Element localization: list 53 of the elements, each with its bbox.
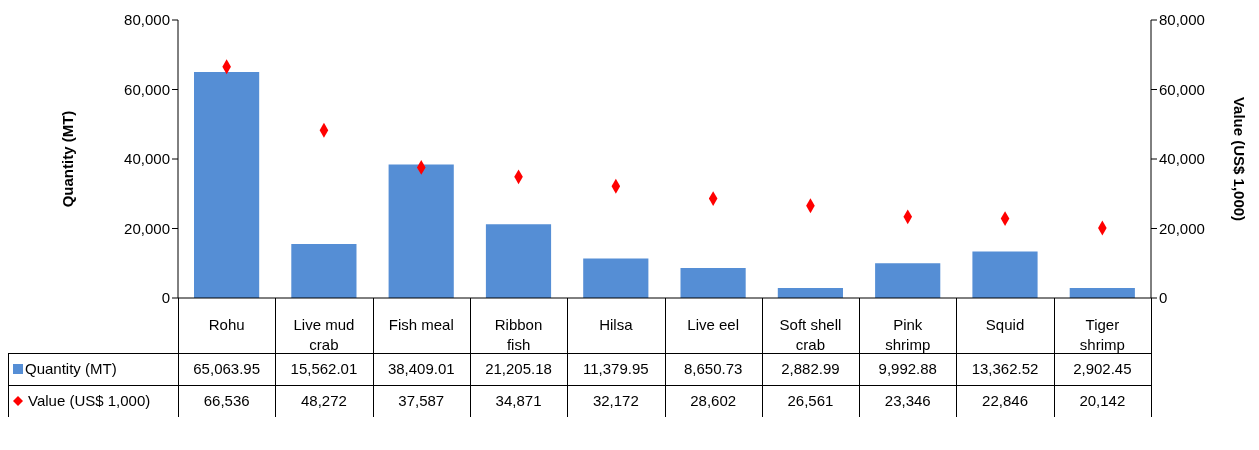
y-tick-label: 40,000 bbox=[124, 150, 170, 168]
y2-tick-label: 60,000 bbox=[1159, 80, 1205, 98]
bar bbox=[680, 267, 746, 298]
data-label: 23,346 bbox=[883, 392, 932, 409]
x-tick-label: Live mud crab bbox=[293, 316, 355, 353]
data-label: 2,902.45 bbox=[1072, 360, 1133, 377]
data-label: 66,536 bbox=[202, 392, 251, 409]
y-tick-label: 60,000 bbox=[124, 80, 170, 98]
bar bbox=[388, 164, 454, 298]
data-label: 8,650.73 bbox=[682, 360, 744, 377]
x-tick-label: Rohu bbox=[208, 316, 245, 333]
bar bbox=[777, 287, 843, 298]
x-tick-label: Fish meal bbox=[388, 316, 454, 333]
legend-label: Value (US$ 1,000) bbox=[27, 392, 151, 409]
data-label: 34,871 bbox=[494, 392, 543, 409]
x-tick-label: Live eel bbox=[687, 316, 739, 333]
data-label: 38,409.01 bbox=[386, 360, 456, 377]
y2-tick-label: 80,000 bbox=[1159, 11, 1205, 29]
data-label: 20,142 bbox=[1078, 392, 1127, 409]
data-label: 37,587 bbox=[397, 392, 446, 409]
data-label: 11,379.95 bbox=[582, 360, 650, 377]
x-tick-label: Squid bbox=[985, 316, 1025, 333]
data-label: 32,172 bbox=[591, 392, 640, 409]
x-tick-label: Hilsa bbox=[599, 316, 634, 333]
y-tick-label: 0 bbox=[161, 289, 170, 307]
bar bbox=[291, 243, 357, 298]
x-tick-label: Soft shell crab bbox=[779, 316, 842, 353]
data-label: 48,272 bbox=[300, 392, 348, 409]
data-label: 13,362.52 bbox=[970, 360, 1040, 377]
y2-axis-title: Value (US$ 1,000) bbox=[1230, 96, 1248, 222]
data-label: 2,882.99 bbox=[780, 360, 841, 377]
bar bbox=[972, 251, 1038, 298]
bar bbox=[875, 263, 941, 298]
data-label: 26,561 bbox=[786, 392, 835, 409]
y2-tick-label: 40,000 bbox=[1159, 150, 1205, 168]
x-tick-label: Pink shrimp bbox=[885, 316, 931, 353]
y-tick-label: 20,000 bbox=[124, 219, 170, 237]
y-axis-title: Quantity (MT) bbox=[59, 110, 77, 208]
y2-tick-label: 20,000 bbox=[1159, 219, 1205, 237]
data-label: 28,602 bbox=[689, 392, 738, 409]
bar bbox=[583, 258, 649, 298]
legend-label: Quantity (MT) bbox=[24, 360, 117, 377]
data-label: 15,562.01 bbox=[289, 360, 359, 377]
y-tick-label: 80,000 bbox=[124, 11, 170, 29]
data-label: 21,205.18 bbox=[484, 360, 553, 377]
x-tick-label: Ribbon fish bbox=[494, 316, 543, 353]
x-tick-label: Tiger shrimp bbox=[1079, 316, 1125, 353]
data-label: 65,063.95 bbox=[192, 360, 261, 377]
data-label: 9,992.88 bbox=[877, 360, 938, 377]
bar bbox=[485, 224, 552, 298]
bar bbox=[194, 71, 260, 298]
y2-tick-label: 0 bbox=[1159, 289, 1168, 307]
data-label: 22,846 bbox=[981, 392, 1029, 409]
